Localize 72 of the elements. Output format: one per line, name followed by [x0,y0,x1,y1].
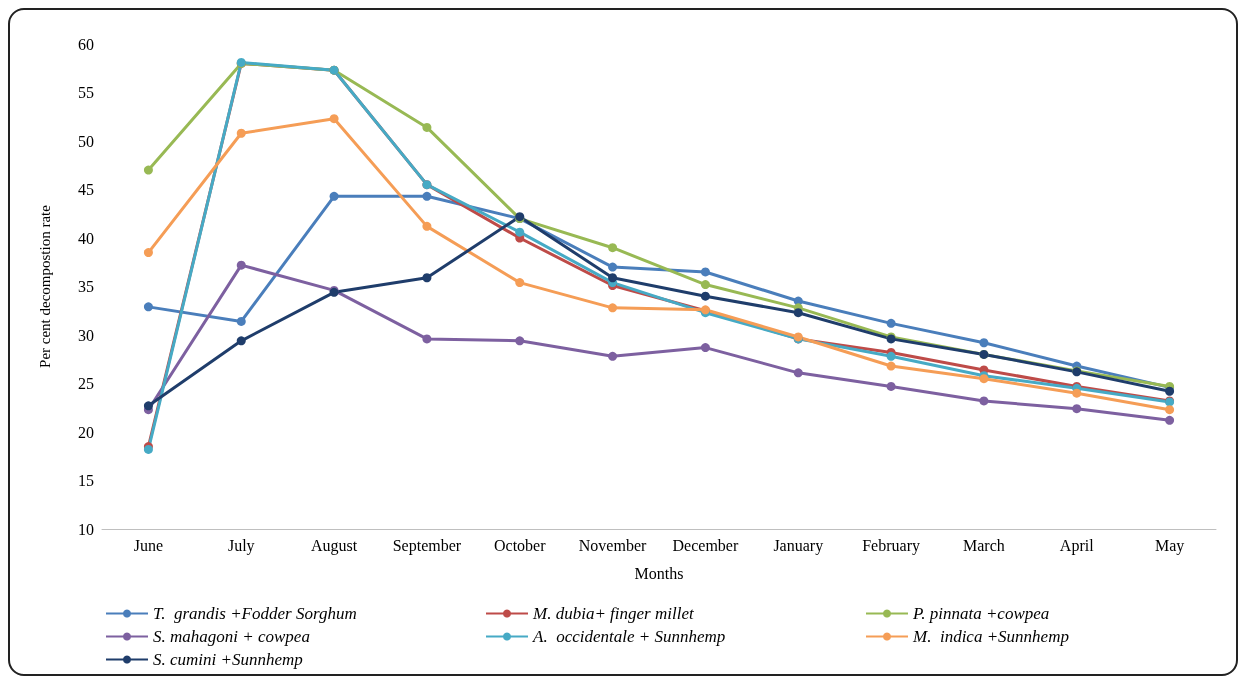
legend-label: S. cumini +Sunnhemp [153,650,303,669]
legend-label: T. grandis +Fodder Sorghum [153,604,357,623]
point [700,267,710,277]
point [143,248,153,258]
x-tick-label: October [493,536,547,554]
y-axis-title: Per cent decompostion rate [36,204,53,368]
legend-label: A. occidentale + Sunnhemp [532,627,726,646]
point [886,361,896,371]
x-tick-label: July [227,536,255,555]
point [143,401,153,411]
x-tick-label: September [392,536,462,555]
point [886,318,896,328]
point [886,351,896,361]
legend-label: M. dubia+ finger millet [532,604,695,623]
y-tick-label: 35 [78,278,94,295]
point [329,191,339,201]
point [1165,386,1175,396]
point [422,191,432,201]
point [515,336,525,346]
x-tick-label: June [133,536,164,554]
x-tick-label: August [310,536,358,555]
point [608,243,618,253]
point [1072,404,1082,414]
point [422,334,432,344]
point [422,221,432,231]
legend-label: S. mahagoni + cowpea [153,627,310,646]
point [236,128,246,138]
point [1165,405,1175,415]
x-tick-label: December [672,536,739,554]
point [236,336,246,346]
point [608,351,618,361]
y-tick-label: 10 [78,520,94,538]
point [422,122,432,132]
point [1165,415,1175,425]
point [329,114,339,124]
x-tick-label: April [1059,536,1095,555]
x-tick-label: March [963,536,1005,554]
y-tick-label: 15 [78,472,94,489]
point [793,308,803,318]
point [422,273,432,283]
point [236,260,246,270]
point [608,262,618,272]
point [515,278,525,288]
point [143,302,153,312]
point [793,368,803,378]
x-tick-label: May [1154,536,1185,555]
y-tick-label: 25 [78,375,94,392]
point [1072,388,1082,398]
x-axis-title: Months [634,564,684,582]
legend-label: P. pinnata +cowpea [912,604,1050,623]
point [700,291,710,301]
y-tick-label: 30 [78,326,94,344]
point [143,165,153,175]
point [979,338,989,348]
point [515,227,525,237]
y-tick-label: 45 [78,181,94,198]
point [236,316,246,326]
y-tick-label: 50 [78,132,94,150]
point [608,303,618,313]
x-tick-label: February [862,536,920,555]
point [700,343,710,353]
point [979,396,989,406]
point [700,280,710,290]
y-tick-label: 55 [78,84,94,101]
point [608,273,618,283]
point [886,381,896,391]
x-tick-label: January [773,536,824,555]
y-tick-label: 20 [78,423,94,441]
legend-label: M. indica +Sunnhemp [912,627,1069,646]
x-tick-label: November [578,536,648,554]
y-tick-label: 60 [78,35,94,53]
y-tick-label: 40 [78,229,94,247]
